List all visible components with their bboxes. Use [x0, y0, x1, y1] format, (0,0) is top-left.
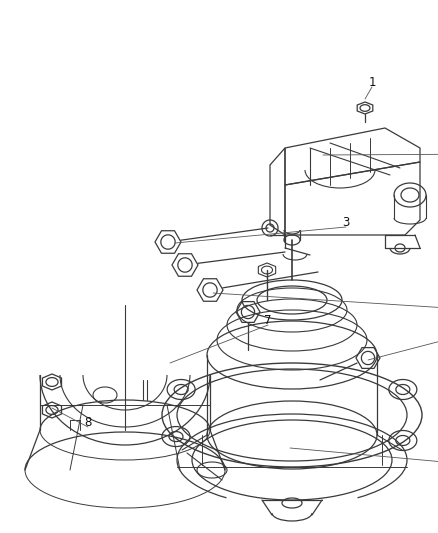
- Text: 7: 7: [264, 313, 272, 327]
- Text: 1: 1: [368, 76, 376, 88]
- Text: 3: 3: [343, 215, 350, 229]
- Text: 8: 8: [84, 416, 92, 429]
